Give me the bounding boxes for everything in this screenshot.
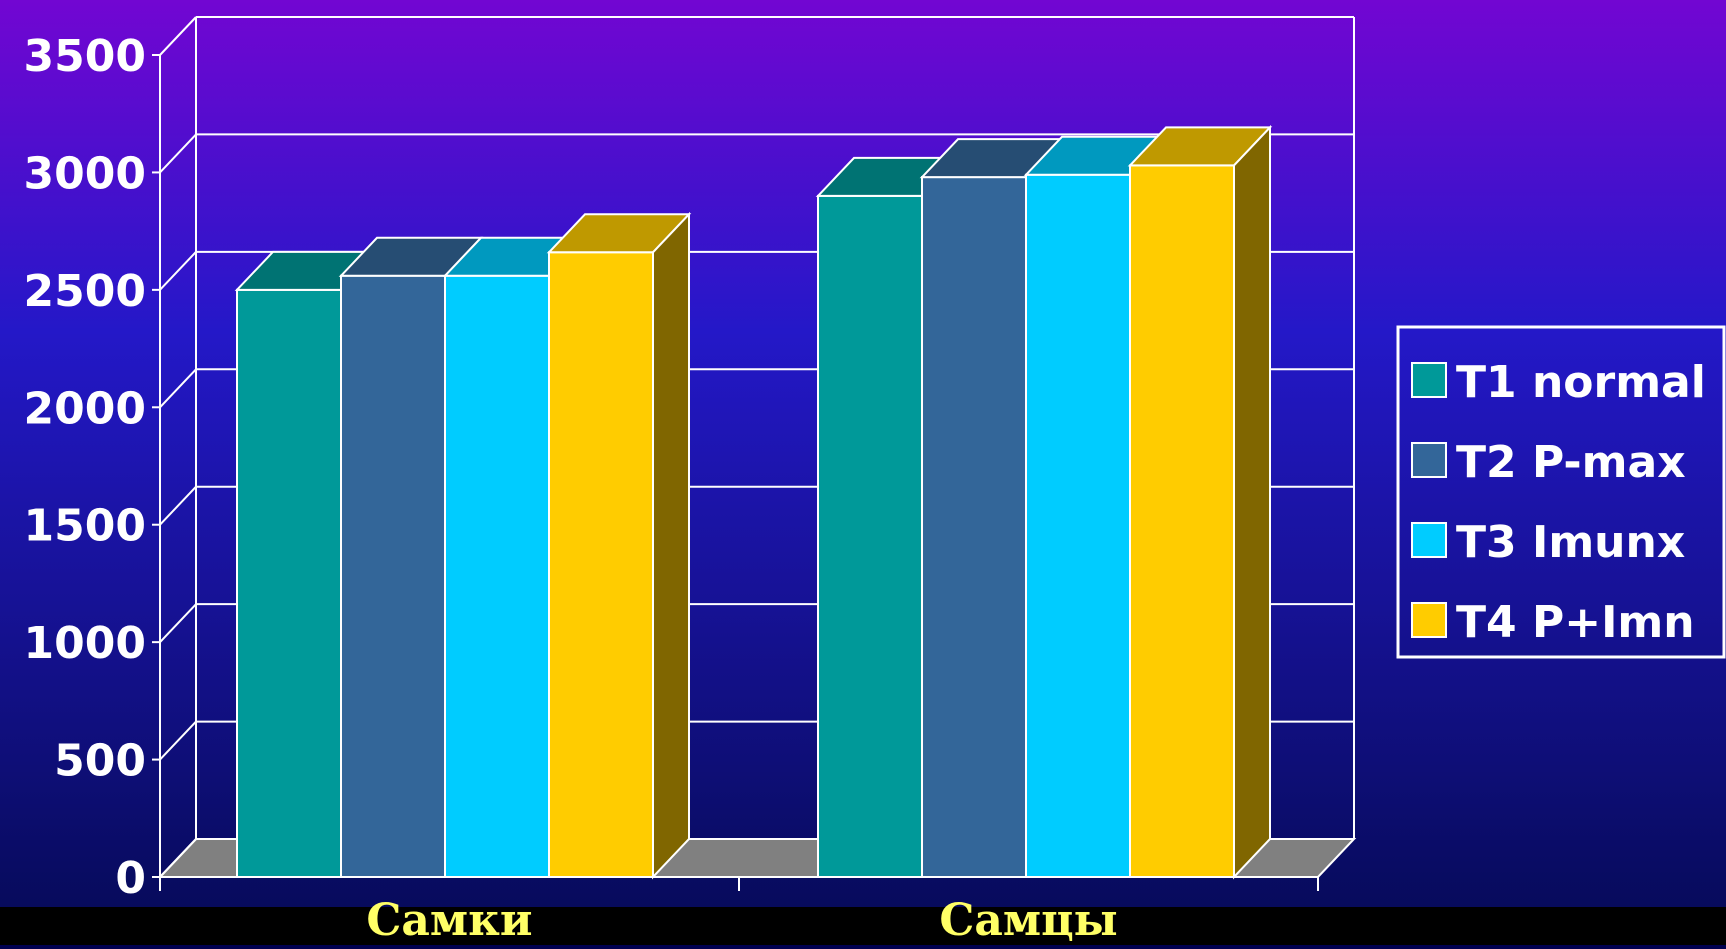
y-tick-label: 2000 [24,383,146,434]
bar-2-4 [1127,124,1273,880]
x-category-label: Самки [366,895,532,945]
y-tick-label: 1000 [24,618,146,669]
gridline-side [159,251,197,291]
bar-1-3 [442,236,588,879]
gridline-side [159,720,197,761]
legend-item: T4 P+Imn [1411,597,1695,648]
gridline-side [159,16,197,56]
legend-label: T1 normal [1456,357,1706,408]
y-tick-label: 2500 [24,266,146,317]
bar-front [1129,164,1235,878]
bar-side [652,211,690,880]
legend-swatch [1411,442,1447,478]
legend-swatch [1411,522,1447,558]
legend-swatch [1411,602,1447,638]
bar-side [1233,124,1271,880]
gridline-side [159,486,197,526]
legend-swatch [1411,362,1447,398]
bar-front [1025,173,1131,878]
y-tick-label: 1500 [24,501,146,552]
category-label-strip [0,907,1726,945]
gridline-side [159,838,197,878]
bar-1-1 [234,250,380,879]
bar-front [340,274,446,879]
bar-1-4 [546,211,692,880]
y-tick-label: 0 [115,853,146,904]
bar-1-2 [338,236,484,879]
bar-front [921,176,1027,878]
legend-item: T1 normal [1411,357,1706,408]
legend-item: T2 P-max [1411,437,1686,488]
legend-label: T4 P+Imn [1456,597,1695,648]
bar-front [817,194,923,878]
legend-box [1396,325,1726,659]
gridline-side [159,133,197,174]
y-tick-label: 3500 [24,31,146,82]
gridline-side [159,368,197,408]
legend-item: T3 Imunx [1411,517,1685,568]
bar-2-3 [1023,135,1169,878]
legend-label: T3 Imunx [1456,517,1685,568]
gridline-side [159,603,197,643]
y-tick-label: 500 [54,736,146,787]
bar-front [444,274,550,879]
x-category-label: Самцы [939,895,1117,945]
bar-2-2 [919,138,1065,878]
bar-front [236,288,342,879]
y-tick-label: 3000 [24,148,146,199]
bar-front [548,251,654,878]
legend-label: T2 P-max [1456,437,1686,488]
